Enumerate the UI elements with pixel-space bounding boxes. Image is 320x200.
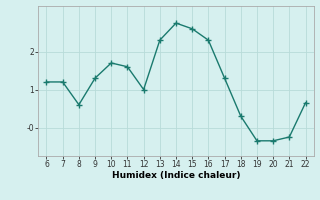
X-axis label: Humidex (Indice chaleur): Humidex (Indice chaleur) [112,171,240,180]
